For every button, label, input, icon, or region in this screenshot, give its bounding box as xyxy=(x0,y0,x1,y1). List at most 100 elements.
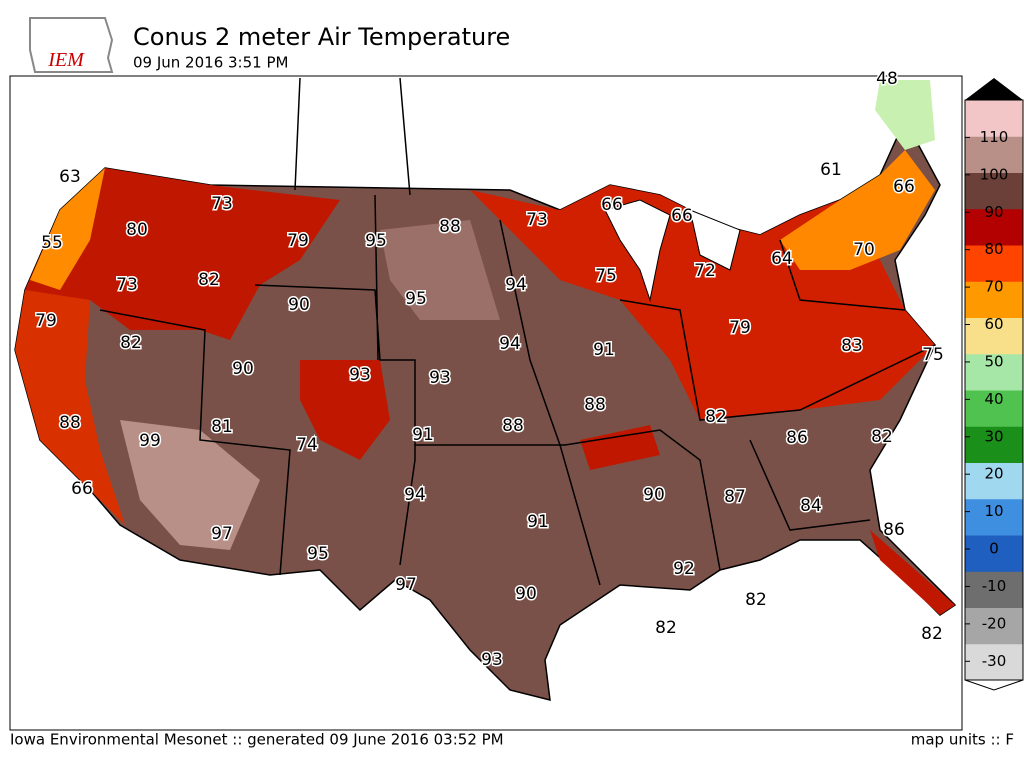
colorbar-tick-label: 80 xyxy=(984,240,1003,258)
station-value: 66 xyxy=(671,206,693,226)
station-value: 93 xyxy=(481,650,503,670)
station-value: 90 xyxy=(232,359,254,379)
station-value: 80 xyxy=(126,220,148,240)
colorbar-band xyxy=(965,498,1023,536)
station-value: 73 xyxy=(116,275,138,295)
colorbar-band xyxy=(965,353,1023,391)
station-value: 88 xyxy=(502,416,524,436)
station-value: 82 xyxy=(921,624,943,644)
station-value: 82 xyxy=(745,590,767,610)
colorbar-band xyxy=(965,535,1023,572)
station-value: 73 xyxy=(211,194,233,214)
station-value: 97 xyxy=(211,524,233,544)
station-value: 99 xyxy=(139,431,161,451)
station-value: 91 xyxy=(527,512,549,532)
colorbar-tick-label: 110 xyxy=(980,128,1009,146)
observations: 48 63 55 80 73 73 79 82 95 88 73 66 66 61 66 95 94 75 72 64… xyxy=(34,68,946,672)
station-value: 72 xyxy=(694,261,716,281)
station-value: 94 xyxy=(499,334,521,354)
map xyxy=(14,77,957,701)
colorbar-band xyxy=(965,462,1023,500)
station-value: 91 xyxy=(593,340,615,360)
station-value: 94 xyxy=(505,275,527,295)
colorbar-tick-label: 70 xyxy=(984,278,1003,296)
colorbar-band xyxy=(965,208,1023,246)
station-value: 82 xyxy=(705,407,727,427)
station-value: 82 xyxy=(198,270,220,290)
colorbar-band xyxy=(965,607,1023,645)
station-value: 94 xyxy=(404,485,426,505)
colorbar-tick-label: 100 xyxy=(980,165,1009,183)
colorbar-tick-label: 0 xyxy=(989,540,999,558)
colorbar-bottom xyxy=(964,679,1024,691)
station-value: 86 xyxy=(786,428,808,448)
colorbar: -30 -20 -10 0 10 20 30 40 50 60 70 80 90 100 110 xyxy=(964,78,1024,691)
station-value: 95 xyxy=(307,544,329,564)
logo: IEM xyxy=(29,17,114,73)
station-value: 82 xyxy=(655,618,677,638)
station-value: 91 xyxy=(412,425,434,445)
colorbar-tick-label: 50 xyxy=(984,352,1003,370)
colorbar-tick-label: -10 xyxy=(982,577,1007,595)
station-value: 88 xyxy=(439,217,461,237)
colorbar-tick-label: -30 xyxy=(982,652,1007,670)
station-value: 75 xyxy=(595,266,617,286)
colorbar-top xyxy=(965,78,1023,100)
station-value: 95 xyxy=(365,231,387,251)
station-value: 55 xyxy=(41,233,63,253)
station-value: 90 xyxy=(288,295,310,315)
station-value: 66 xyxy=(71,479,93,499)
colorbar-tick-label: -20 xyxy=(982,614,1007,632)
station-value: 48 xyxy=(876,69,898,89)
station-value: 70 xyxy=(853,240,875,260)
station-value: 84 xyxy=(800,496,822,516)
station-value: 66 xyxy=(893,177,915,197)
station-value: 97 xyxy=(395,575,417,595)
colorbar-band xyxy=(965,643,1023,681)
station-value: 66 xyxy=(601,195,623,215)
station-value: 93 xyxy=(349,365,371,385)
colorbar-tick-label: 90 xyxy=(984,203,1003,221)
station-value: 79 xyxy=(729,318,751,338)
station-value: 81 xyxy=(211,417,233,437)
station-value: 93 xyxy=(429,368,451,388)
station-value: 63 xyxy=(59,167,81,187)
station-value: 87 xyxy=(724,487,746,507)
colorbar-band xyxy=(965,245,1023,282)
station-value: 95 xyxy=(405,289,427,309)
colorbar-tick-label: 40 xyxy=(984,390,1003,408)
colorbar-tick-label: 30 xyxy=(984,427,1003,445)
colorbar-band xyxy=(965,390,1023,427)
station-value: 88 xyxy=(59,413,81,433)
title: Conus 2 meter Air Temperature xyxy=(133,23,510,51)
station-value: 82 xyxy=(120,333,142,353)
station-value: 86 xyxy=(883,520,905,540)
station-value: 75 xyxy=(922,345,944,365)
station-value: 90 xyxy=(643,485,665,505)
station-value: 82 xyxy=(871,427,893,447)
logo-text: IEM xyxy=(47,49,85,71)
colorbar-band xyxy=(965,136,1023,173)
station-value: 83 xyxy=(841,336,863,356)
station-value: 90 xyxy=(515,584,537,604)
footer-units: map units :: F xyxy=(911,731,1014,749)
station-value: 88 xyxy=(584,395,606,415)
station-value: 73 xyxy=(526,210,548,230)
station-value: 64 xyxy=(771,249,793,269)
colorbar-tick-label: 60 xyxy=(984,315,1003,333)
colorbar-band xyxy=(965,317,1023,355)
station-value: 79 xyxy=(35,311,57,331)
station-value: 61 xyxy=(820,160,842,180)
colorbar-tick-label: 10 xyxy=(984,502,1003,520)
colorbar-band xyxy=(965,571,1023,608)
colorbar-band xyxy=(965,426,1023,463)
colorbar-frame xyxy=(964,99,1024,681)
colorbar-tick-label: 20 xyxy=(984,465,1003,483)
station-value: 79 xyxy=(287,231,309,251)
colorbar-band xyxy=(965,100,1023,137)
colorbar-band xyxy=(965,281,1023,318)
station-value: 74 xyxy=(296,435,318,455)
station-value: 92 xyxy=(673,559,695,579)
subtitle: 09 Jun 2016 3:51 PM xyxy=(133,54,288,72)
